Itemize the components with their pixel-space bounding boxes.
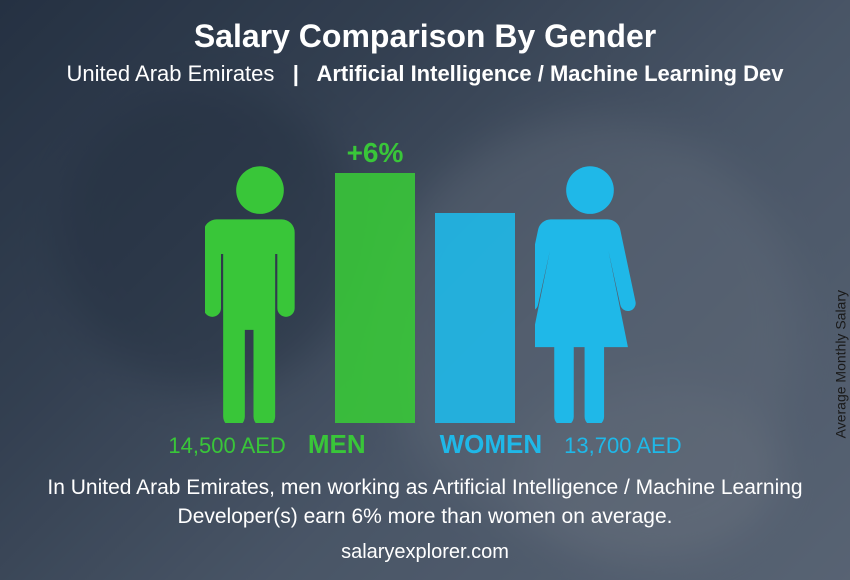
infographic-content: Salary Comparison By Gender United Arab … — [0, 0, 850, 580]
women-label: WOMEN — [440, 429, 543, 460]
women-bar — [435, 213, 515, 423]
men-icon-col — [205, 163, 315, 423]
chart-area: +6% — [0, 97, 850, 423]
pct-difference: +6% — [347, 137, 404, 169]
yaxis-label: Average Monthly Salary — [832, 290, 848, 438]
site-credit: salaryexplorer.com — [341, 541, 509, 564]
country-label: United Arab Emirates — [67, 61, 275, 86]
labels-row: 14,500 AED MEN WOMEN 13,700 AED — [0, 429, 850, 460]
male-icon — [205, 163, 315, 423]
women-bar-wrap — [435, 123, 515, 423]
men-label: MEN — [308, 429, 366, 460]
subtitle: United Arab Emirates | Artificial Intell… — [67, 61, 784, 87]
women-amount: 13,700 AED — [564, 433, 681, 459]
men-bar-wrap: +6% — [335, 123, 415, 423]
men-amount: 14,500 AED — [168, 433, 285, 459]
page-title: Salary Comparison By Gender — [194, 18, 656, 55]
female-icon — [535, 163, 645, 423]
description-text: In United Arab Emirates, men working as … — [45, 474, 805, 531]
men-bar — [335, 173, 415, 423]
women-icon-col — [535, 163, 645, 423]
job-title: Artificial Intelligence / Machine Learni… — [316, 61, 783, 86]
separator: | — [281, 61, 312, 86]
